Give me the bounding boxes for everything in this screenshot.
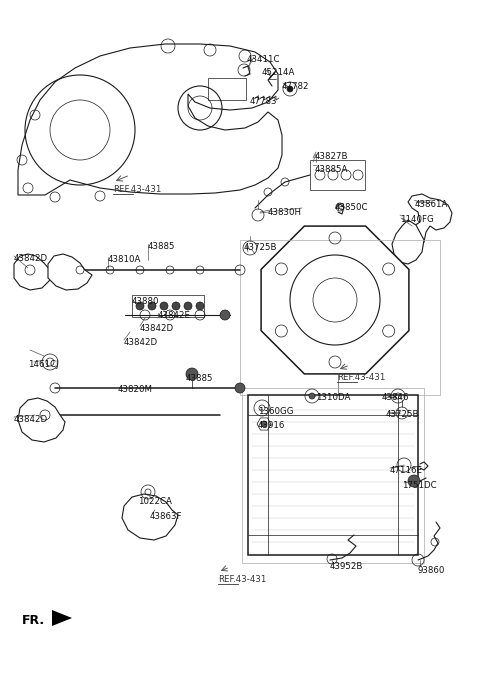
- Polygon shape: [122, 494, 178, 540]
- Text: 43411C: 43411C: [247, 55, 280, 64]
- Bar: [242, 388, 424, 563]
- Text: 43842D: 43842D: [124, 338, 158, 347]
- Text: 1461CJ: 1461CJ: [28, 360, 59, 369]
- Circle shape: [408, 475, 420, 487]
- Polygon shape: [248, 395, 418, 555]
- Text: 1751DC: 1751DC: [402, 481, 437, 490]
- Text: 43885: 43885: [186, 374, 214, 383]
- Circle shape: [287, 86, 293, 92]
- Text: 43846: 43846: [382, 393, 409, 402]
- Text: 43842E: 43842E: [158, 311, 191, 320]
- Text: 43810A: 43810A: [108, 255, 142, 264]
- Circle shape: [184, 302, 192, 310]
- Text: REF.43-431: REF.43-431: [113, 185, 161, 194]
- Bar: [208, 78, 246, 100]
- Polygon shape: [392, 220, 424, 264]
- Bar: [310, 160, 365, 190]
- Circle shape: [160, 302, 168, 310]
- Text: 43820M: 43820M: [118, 385, 153, 394]
- Polygon shape: [261, 226, 409, 374]
- Circle shape: [186, 368, 198, 380]
- Circle shape: [220, 310, 230, 320]
- Text: 43725B: 43725B: [244, 243, 277, 252]
- Circle shape: [261, 421, 267, 427]
- Text: 43861A: 43861A: [415, 200, 448, 209]
- Text: 43952B: 43952B: [330, 562, 363, 571]
- Text: 93860: 93860: [418, 566, 445, 575]
- Text: 43863F: 43863F: [150, 512, 182, 521]
- Text: REF.43-431: REF.43-431: [337, 373, 385, 382]
- Polygon shape: [48, 254, 92, 290]
- Text: FR.: FR.: [22, 614, 45, 627]
- Text: REF.43-431: REF.43-431: [218, 575, 266, 584]
- Text: 43842D: 43842D: [14, 415, 48, 424]
- Polygon shape: [408, 194, 452, 246]
- Polygon shape: [14, 254, 60, 290]
- Text: 43880: 43880: [132, 297, 159, 306]
- Circle shape: [172, 302, 180, 310]
- Bar: [240, 240, 440, 395]
- Text: 43827B: 43827B: [315, 152, 348, 161]
- Circle shape: [235, 383, 245, 393]
- Text: 43885: 43885: [148, 242, 176, 251]
- Polygon shape: [18, 44, 282, 195]
- Text: 43725B: 43725B: [386, 410, 420, 419]
- Text: 1360GG: 1360GG: [258, 407, 293, 416]
- Text: 47782: 47782: [282, 82, 310, 91]
- Text: 43850C: 43850C: [335, 203, 369, 212]
- Circle shape: [309, 393, 315, 399]
- Text: 1140FG: 1140FG: [400, 215, 434, 224]
- Text: 1022CA: 1022CA: [138, 497, 172, 506]
- Polygon shape: [18, 398, 65, 442]
- Text: 43916: 43916: [258, 421, 286, 430]
- Text: 43842D: 43842D: [140, 324, 174, 333]
- Text: 47116E: 47116E: [390, 466, 423, 475]
- Circle shape: [136, 302, 144, 310]
- Text: 43830H: 43830H: [268, 208, 302, 217]
- Text: 1310DA: 1310DA: [316, 393, 350, 402]
- Text: 43842D: 43842D: [14, 254, 48, 263]
- Circle shape: [196, 302, 204, 310]
- Bar: [132, 295, 204, 317]
- Polygon shape: [52, 610, 72, 626]
- Text: 45214A: 45214A: [262, 68, 295, 77]
- Text: 43885A: 43885A: [315, 165, 348, 174]
- Text: 47783: 47783: [250, 97, 277, 106]
- Circle shape: [148, 302, 156, 310]
